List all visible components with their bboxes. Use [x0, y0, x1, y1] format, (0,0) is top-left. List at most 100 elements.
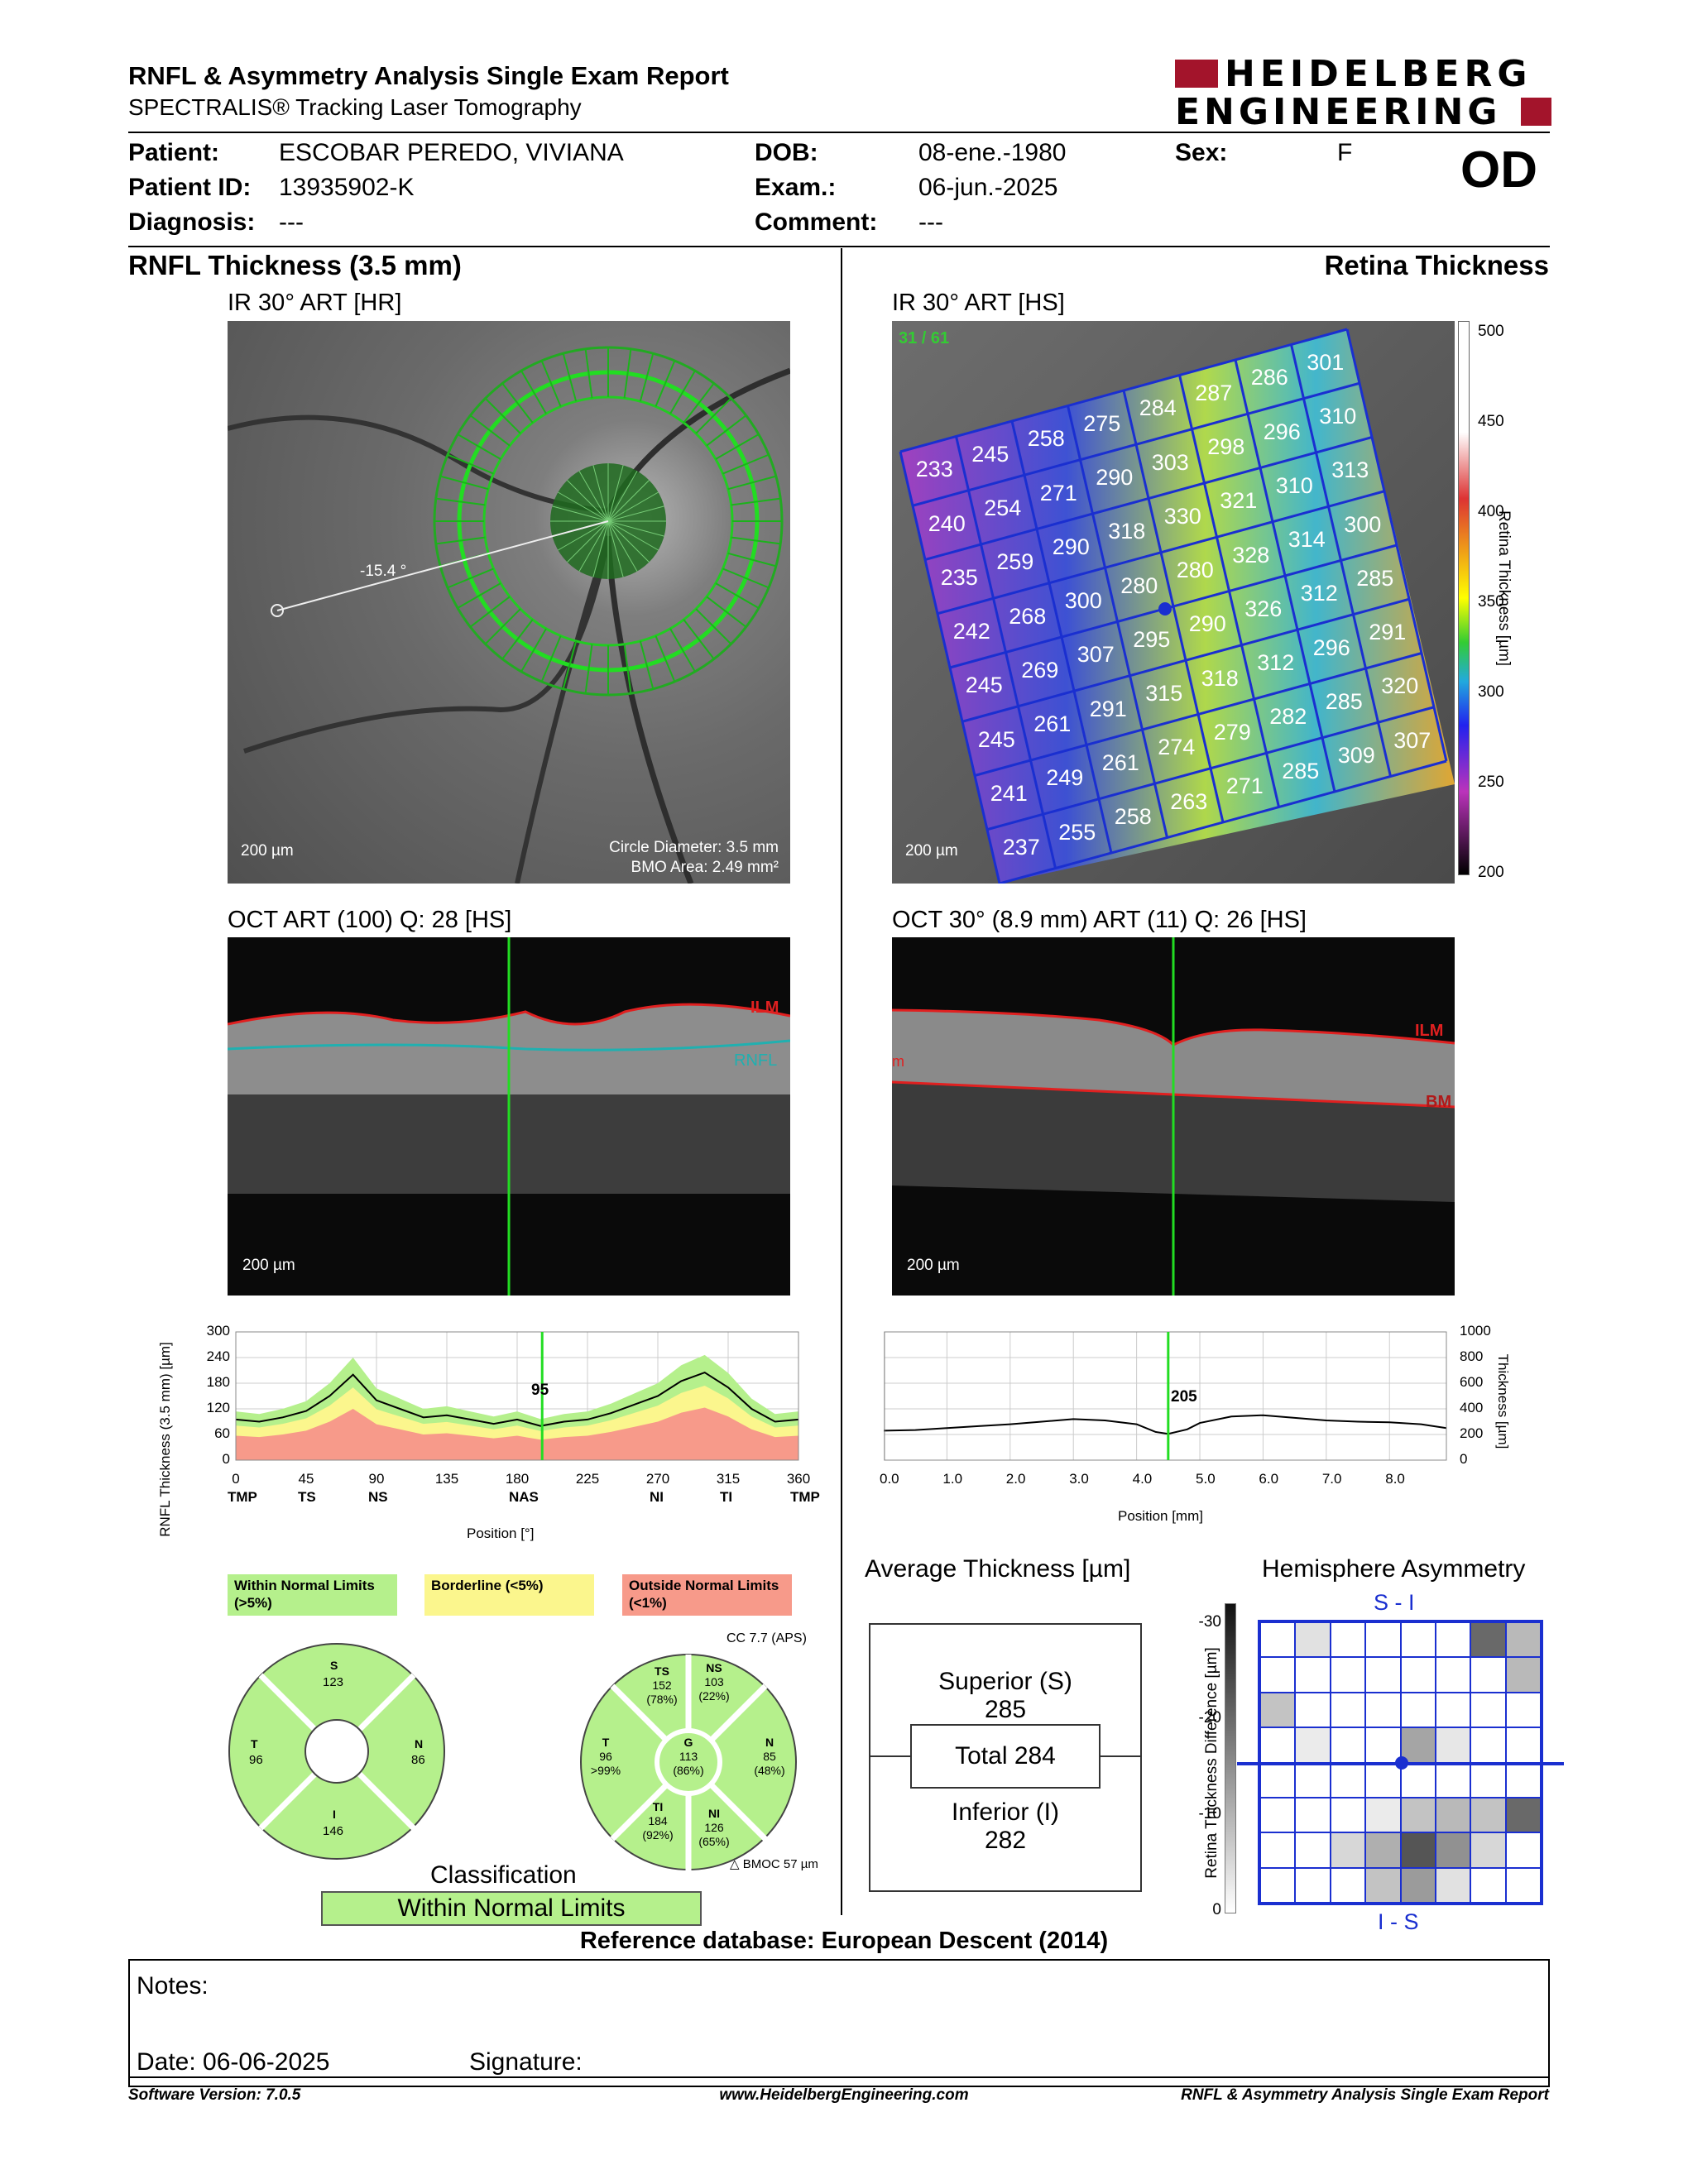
patient-id-label: Patient ID:: [128, 174, 252, 201]
thickness-cell: 249: [1046, 765, 1084, 791]
logo-text-2: ENGINEERING: [1175, 91, 1502, 133]
eye-label: OD: [1460, 141, 1537, 199]
colorbar-tick: 300: [1478, 683, 1504, 701]
retina-ytick: 400: [1460, 1400, 1484, 1415]
rnfl-sector-label: TI: [720, 1489, 733, 1505]
sector-s-value: 123: [323, 1675, 344, 1689]
asymmetry-colorbar: [1225, 1603, 1236, 1913]
asymmetry-cell: [1505, 1762, 1542, 1798]
thickness-cell: 245: [977, 726, 1015, 752]
exam-value: 06-jun.-2025: [918, 174, 1058, 201]
retina-xtick: 5.0: [1196, 1471, 1216, 1487]
bmo-area-label: BMO Area: 2.49 mm²: [631, 859, 779, 876]
thickness-cell: 285: [1356, 565, 1394, 591]
retina-ytick: 800: [1460, 1348, 1484, 1364]
sex-value: F: [1337, 139, 1353, 166]
oct-right-m-label: m: [892, 1053, 904, 1070]
sector-t: T 96 >99%: [590, 1736, 621, 1777]
rnfl-ylabel: RNFL Thickness (3.5 mm) [µm]: [157, 1342, 173, 1537]
asymmetry-cell: [1436, 1762, 1471, 1798]
retina-plot-area: [884, 1331, 1447, 1461]
colorbar-tick: 250: [1478, 774, 1504, 791]
thickness-cell: 315: [1145, 681, 1183, 706]
thickness-cell: 290: [1096, 465, 1134, 491]
oct-right-ilm-label: ILM: [1415, 1022, 1444, 1040]
thickness-cell: 255: [1058, 819, 1096, 845]
thickness-cell: 295: [1133, 626, 1171, 652]
asymmetry-cell: [1470, 1692, 1506, 1728]
asymmetry-cell: [1330, 1622, 1366, 1658]
thickness-map-overlay: [899, 328, 1455, 885]
retina-ytick: 1000: [1460, 1323, 1491, 1339]
cc-label: CC 7.7 (APS): [727, 1631, 807, 1645]
oct-right-title: OCT 30° (8.9 mm) ART (11) Q: 26 [HS]: [892, 907, 1307, 933]
asymmetry-cell: [1330, 1762, 1366, 1798]
asymmetry-cell: [1365, 1622, 1401, 1658]
thickness-cell: 233: [915, 457, 953, 482]
reference-database: Reference database: European Descent (20…: [579, 1928, 1109, 1954]
rnfl-xtick: 45: [298, 1471, 314, 1487]
retina-xtick: 0.0: [880, 1471, 899, 1487]
colorbar-tick: 350: [1478, 593, 1504, 611]
asymmetry-cell: [1470, 1867, 1506, 1904]
ir-counter: 31 / 61: [899, 329, 950, 347]
rnfl-sector-label: NAS: [509, 1489, 539, 1505]
thickness-cell: 314: [1288, 527, 1326, 553]
thickness-cell: 321: [1220, 488, 1258, 514]
report-title: RNFL & Asymmetry Analysis Single Exam Re…: [128, 61, 729, 90]
thickness-cell: 298: [1207, 434, 1245, 460]
asymmetry-cell: [1400, 1762, 1436, 1798]
rnfl-sector-label: NI: [650, 1489, 664, 1505]
avg-thickness-title: Average Thickness [µm]: [865, 1555, 1131, 1583]
rnfl-xlabel: Position [°]: [467, 1525, 535, 1541]
oct-scale-right: 200 µm: [907, 1257, 960, 1274]
retina-xtick: 6.0: [1259, 1471, 1279, 1487]
asymmetry-cell: [1295, 1867, 1331, 1904]
asymmetry-cell: [1400, 1657, 1436, 1693]
dob-value: 08-ene.-1980: [918, 139, 1067, 166]
asymmetry-cell: [1330, 1798, 1366, 1833]
retina-xtick: 3.0: [1069, 1471, 1089, 1487]
asymmetry-cell: [1330, 1692, 1366, 1728]
rnfl-ytick: 240: [206, 1348, 230, 1364]
thickness-cell: 285: [1325, 688, 1363, 714]
thickness-cell: 259: [996, 549, 1034, 575]
thickness-cell: 241: [990, 780, 1028, 806]
asymmetry-bottom-label: I - S: [1378, 1909, 1419, 1934]
rnfl-section-title: RNFL Thickness (3.5 mm): [128, 250, 462, 280]
colorbar-tick: 450: [1478, 413, 1504, 430]
rnfl-xtick: 90: [368, 1471, 385, 1487]
comment-label: Comment:: [755, 208, 878, 236]
logo-text-1: HEIDELBERG: [1225, 53, 1532, 95]
thickness-cell: 300: [1344, 511, 1382, 537]
asymmetry-cell: [1330, 1727, 1366, 1763]
avg-thickness-box: Superior (S) 285 Total 284 Inferior (I) …: [869, 1623, 1142, 1892]
asymmetry-cell: [1400, 1692, 1436, 1728]
rnfl-ytick: 300: [206, 1323, 230, 1339]
thickness-cell: 286: [1250, 365, 1288, 390]
ir-fundus-image-right: 31 / 61 200 µm 233 245 258 275 284 287 286 301 2…: [892, 321, 1455, 885]
thickness-cell: 254: [984, 496, 1022, 521]
colorbar-tick: 400: [1478, 503, 1504, 520]
outside-band: [236, 1407, 798, 1460]
retina-ytick: 600: [1460, 1374, 1484, 1390]
thickness-cell: 258: [1027, 426, 1065, 452]
sector-ni: NI 126 (65%): [698, 1807, 730, 1848]
asymmetry-cell: [1295, 1798, 1331, 1833]
asymmetry-cell: [1436, 1622, 1471, 1658]
colorbar-tick: 500: [1478, 323, 1504, 340]
heidelberg-logo: HEIDELBERG ENGINEERING: [1175, 53, 1551, 133]
classification-value: Within Normal Limits: [321, 1891, 702, 1926]
thickness-cell: 237: [1002, 835, 1040, 860]
thickness-cell: 242: [952, 619, 990, 644]
oct-ilm-label: ILM: [750, 999, 779, 1017]
ir-right-title: IR 30° ART [HS]: [892, 290, 1065, 316]
retina-series-line: [884, 1414, 1447, 1435]
asymmetry-cell: [1400, 1727, 1436, 1763]
sector-ts: TS 152 (78%): [646, 1664, 678, 1706]
thickness-cell: 326: [1244, 596, 1283, 621]
diagnosis-label: Diagnosis:: [128, 208, 256, 236]
oct-rnfl-label: RNFL: [734, 1051, 778, 1070]
legend-outside: Outside Normal Limits (<1%): [622, 1574, 792, 1616]
asymmetry-cell: [1295, 1762, 1331, 1798]
